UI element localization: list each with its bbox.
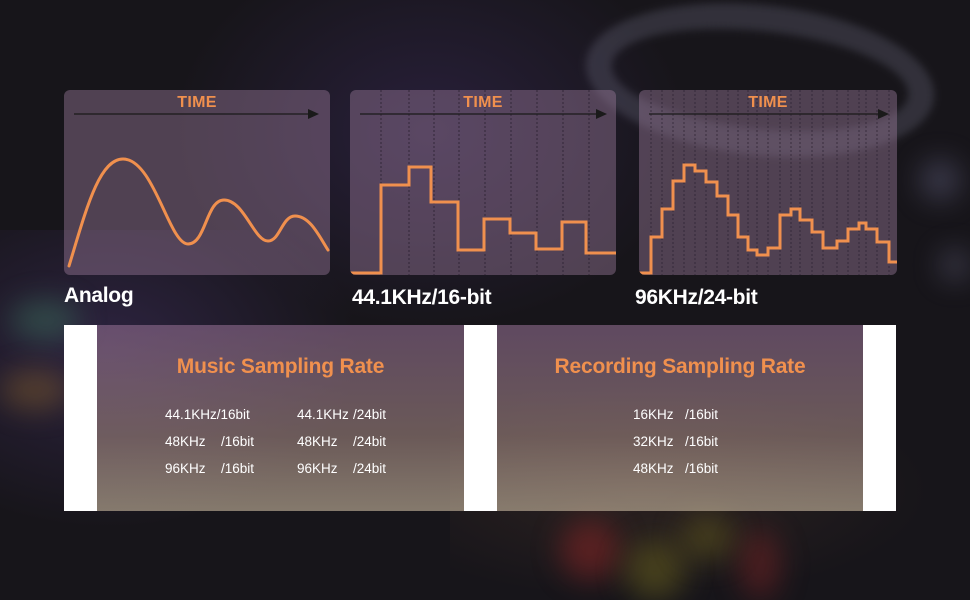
96k-step-plot bbox=[639, 90, 897, 275]
background-bokeh bbox=[940, 250, 970, 280]
rate-frequency: 48KHz bbox=[633, 461, 674, 476]
music-rate-item: 96KHz/24bit bbox=[297, 461, 386, 476]
background-bokeh bbox=[560, 520, 620, 580]
white-divider-right bbox=[863, 325, 896, 511]
recording-rate-item: 48KHz/16bit bbox=[633, 461, 718, 476]
arrowhead-icon bbox=[878, 109, 889, 119]
rate-bit-depth: /16bit bbox=[685, 407, 719, 422]
rate-frequency: 48KHz bbox=[297, 434, 338, 449]
analog-caption: Analog bbox=[64, 284, 134, 307]
44k-step-plot bbox=[350, 90, 616, 275]
music-sampling-rate-panel: Music Sampling Rate 44.1KHz/16bit 44.1KH… bbox=[97, 325, 464, 511]
music-rate-item: 96KHz/16bit bbox=[165, 461, 254, 476]
rate-bit-depth: /16bit bbox=[685, 461, 719, 476]
background-bokeh bbox=[680, 515, 735, 560]
time-axis-label: TIME bbox=[748, 94, 788, 111]
arrowhead-icon bbox=[308, 109, 319, 119]
44k-step-waveform bbox=[350, 165, 616, 275]
rate-bit-depth: /16bit bbox=[216, 407, 250, 422]
time-axis-label: TIME bbox=[463, 94, 503, 111]
music-rate-item: 44.1KHz /24bit bbox=[297, 407, 386, 422]
rate-bit-depth: /24bit bbox=[353, 407, 387, 422]
time-axis-label: TIME bbox=[177, 94, 217, 111]
recording-rate-item: 16KHz/16bit bbox=[633, 407, 718, 422]
96k-24bit-chart: TIME bbox=[639, 90, 897, 275]
sampling-rate-panel: Music Sampling Rate 44.1KHz/16bit 44.1KH… bbox=[64, 325, 896, 511]
rate-frequency: 16KHz bbox=[633, 407, 674, 422]
rate-frequency: 96KHz bbox=[165, 461, 206, 476]
music-rate-item: 48KHz/16bit bbox=[165, 434, 254, 449]
rate-bit-depth: /24bit bbox=[353, 434, 387, 449]
rate-frequency: 44.1KHz bbox=[165, 407, 217, 422]
rate-bit-depth: /16bit bbox=[221, 461, 255, 476]
rate-frequency: 48KHz bbox=[165, 434, 206, 449]
recording-panel-title: Recording Sampling Rate bbox=[554, 355, 806, 378]
96k-caption: 96KHz/24-bit bbox=[635, 286, 758, 309]
44k-caption: 44.1KHz/16-bit bbox=[352, 286, 492, 309]
white-divider-middle bbox=[464, 325, 497, 511]
arrowhead-icon bbox=[596, 109, 607, 119]
music-panel-title: Music Sampling Rate bbox=[176, 355, 385, 378]
white-divider-left bbox=[64, 325, 97, 511]
background-bokeh bbox=[920, 160, 960, 200]
music-rate-item: 48KHz/24bit bbox=[297, 434, 386, 449]
rate-frequency: 96KHz bbox=[297, 461, 338, 476]
analog-waveform-plot bbox=[67, 109, 330, 268]
rate-frequency: 32KHz bbox=[633, 434, 674, 449]
rate-bit-depth: /16bit bbox=[221, 434, 255, 449]
rate-frequency: 44.1KHz bbox=[297, 407, 349, 422]
recording-rate-item: 32KHz/16bit bbox=[633, 434, 718, 449]
96k-step-waveform bbox=[639, 163, 897, 275]
rate-bit-depth: /24bit bbox=[353, 461, 387, 476]
rate-bit-depth: /16bit bbox=[685, 434, 719, 449]
background-bokeh bbox=[625, 540, 685, 600]
recording-sampling-rate-panel: Recording Sampling Rate 16KHz/16bit 32KH… bbox=[497, 325, 863, 511]
analog-chart: TIME bbox=[64, 90, 330, 275]
44k-16bit-chart: TIME bbox=[350, 90, 616, 275]
background-bokeh bbox=[0, 370, 70, 410]
music-rate-item: 44.1KHz/16bit bbox=[165, 407, 250, 422]
analog-waveform bbox=[67, 157, 330, 268]
background-bokeh bbox=[740, 530, 780, 600]
